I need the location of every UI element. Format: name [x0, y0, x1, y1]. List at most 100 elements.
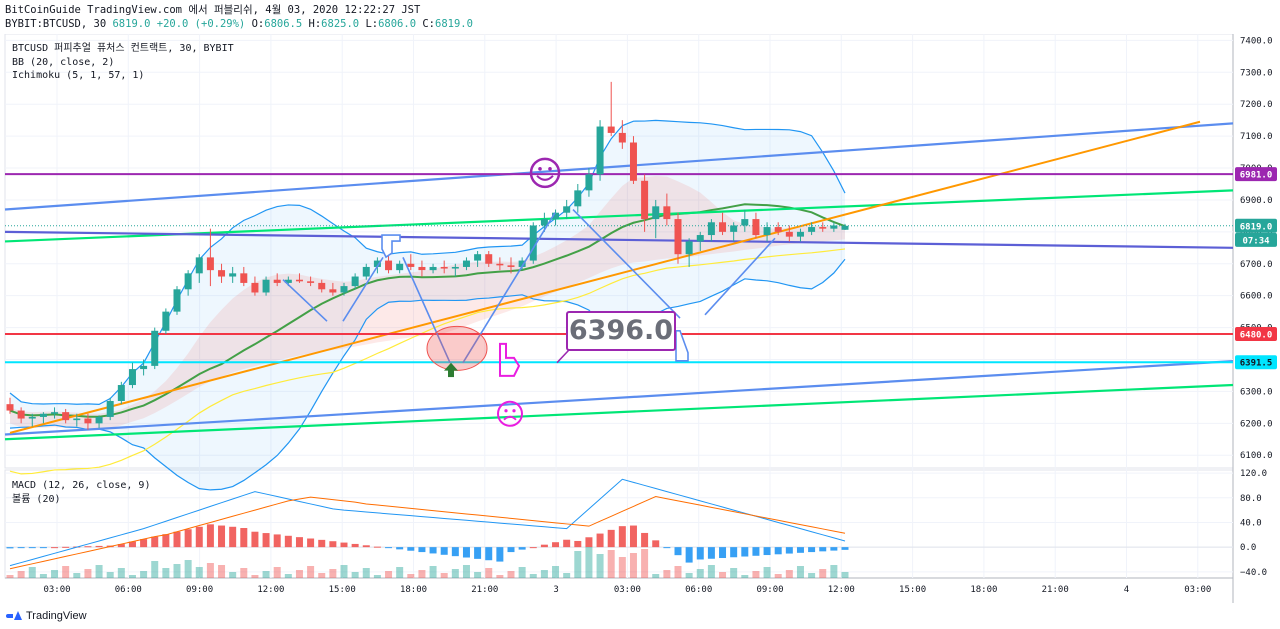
volume-bar	[28, 567, 36, 578]
volume-bar	[830, 565, 838, 578]
price-tag	[1235, 218, 1277, 233]
candle-body	[340, 286, 348, 293]
chart-canvas[interactable]: 6100.06200.06300.06400.06500.06600.06700…	[0, 34, 1280, 604]
volume-bar	[95, 565, 103, 578]
upper-blue-trendline	[4, 122, 1234, 211]
time-tick-label: 15:00	[899, 585, 926, 595]
symbol-label: BYBIT:BTCUSD, 30	[5, 18, 107, 30]
price-tag-label: 07:34	[1242, 236, 1270, 246]
candle-body	[240, 273, 248, 283]
volume-bar	[128, 575, 136, 578]
macd-histogram-bar	[507, 547, 515, 553]
volume-bar	[51, 570, 59, 578]
candle-body	[162, 311, 170, 331]
volume-bar	[474, 572, 482, 578]
candle-body	[307, 281, 315, 283]
macd-histogram-bar	[240, 528, 248, 548]
macd-histogram-bar	[373, 546, 381, 548]
bb-lower-line	[9, 258, 846, 491]
macd-histogram-bar	[719, 547, 727, 559]
candle-body	[84, 418, 92, 424]
low-label: L:	[365, 18, 379, 30]
volume-bar	[485, 568, 493, 578]
macd-histogram-bar	[62, 546, 70, 548]
macd-histogram-bar	[563, 539, 571, 548]
price-note-label[interactable]: 6396.0	[566, 311, 676, 351]
pointing-hand-icon-blue	[675, 329, 689, 362]
volume-bar	[451, 569, 459, 578]
price-tick-label: 7300.0	[1240, 68, 1273, 78]
candle-body	[763, 227, 771, 236]
macd-histogram-bar	[140, 539, 148, 548]
macd-histogram-bar	[485, 547, 493, 561]
lower-blue-trendline	[4, 359, 1234, 436]
macd-histogram-bar	[462, 547, 470, 558]
candle-body	[17, 410, 25, 419]
bb-basis-line	[9, 203, 846, 418]
macd-histogram-bar	[596, 533, 604, 548]
volume-bar	[808, 573, 816, 578]
macd-histogram-bar	[785, 547, 793, 554]
time-tick-label: 12:00	[257, 585, 284, 595]
volume-bar	[563, 573, 571, 578]
macd-histogram-bar	[663, 547, 671, 549]
volume-bar	[262, 571, 270, 578]
candle-body	[195, 257, 203, 274]
candle-body	[674, 219, 682, 255]
volume-bar	[240, 568, 248, 578]
macd-histogram-bar	[307, 538, 315, 548]
volume-bar	[62, 566, 70, 578]
candle-body	[251, 282, 259, 293]
macd-line	[9, 478, 846, 567]
macd-histogram-bar	[841, 547, 849, 550]
volume-bar	[140, 571, 148, 578]
macd-histogram-bar	[618, 526, 626, 548]
volume-bar	[652, 574, 660, 578]
candle-body	[841, 225, 849, 230]
macd-histogram-bar	[117, 544, 125, 548]
price-tick-label: 7100.0	[1240, 132, 1273, 142]
volume-bar	[552, 566, 560, 578]
candle-body	[462, 260, 470, 267]
candle-body	[51, 412, 59, 414]
volume-bar	[307, 566, 315, 578]
volume-bar	[340, 565, 348, 578]
volume-bar	[117, 568, 125, 578]
candle-body	[563, 206, 571, 213]
macd-legend-block: MACD (12, 26, close, 9) 볼륨 (20)	[12, 479, 150, 506]
price-tag-label: 6480.0	[1240, 330, 1273, 340]
volume-bar	[540, 570, 548, 578]
macd-histogram-bar	[351, 543, 359, 548]
macd-histogram-bar	[407, 547, 415, 551]
macd-tick-label: 80.0	[1240, 494, 1262, 504]
candle-body	[585, 174, 593, 191]
candle-body	[629, 142, 637, 181]
wave-arrow-3	[402, 257, 451, 364]
candle-body	[95, 416, 103, 424]
volume-bar	[218, 565, 226, 578]
macd-histogram-bar	[385, 547, 393, 549]
volume-bar	[518, 567, 526, 578]
volume-bar	[785, 570, 793, 578]
candle-body	[540, 219, 548, 226]
ohlc-line: BYBIT:BTCUSD, 30 6819.0 +20.0 (+0.29%) O…	[5, 18, 473, 31]
candle-body	[39, 413, 47, 417]
time-tick-label: 03:00	[43, 585, 70, 595]
candle-body	[796, 231, 804, 237]
volume-bar	[529, 574, 537, 578]
macd-histogram-bar	[741, 547, 749, 557]
ichimoku-lagging-line	[9, 248, 846, 475]
price-tick-label: 6700.0	[1240, 260, 1273, 270]
macd-histogram-bar	[151, 536, 159, 548]
macd-histogram-bar	[262, 533, 270, 548]
candle-body	[407, 263, 415, 267]
candle-body	[618, 132, 626, 143]
candle-body	[229, 273, 237, 277]
volume-bar	[229, 572, 237, 578]
volume-bar	[574, 551, 582, 578]
macd-histogram-bar	[552, 542, 560, 548]
time-tick-label: 21:00	[471, 585, 498, 595]
candle-body	[596, 126, 604, 175]
volume-bar	[273, 567, 281, 578]
tradingview-logo[interactable]: TradingView	[6, 610, 87, 622]
